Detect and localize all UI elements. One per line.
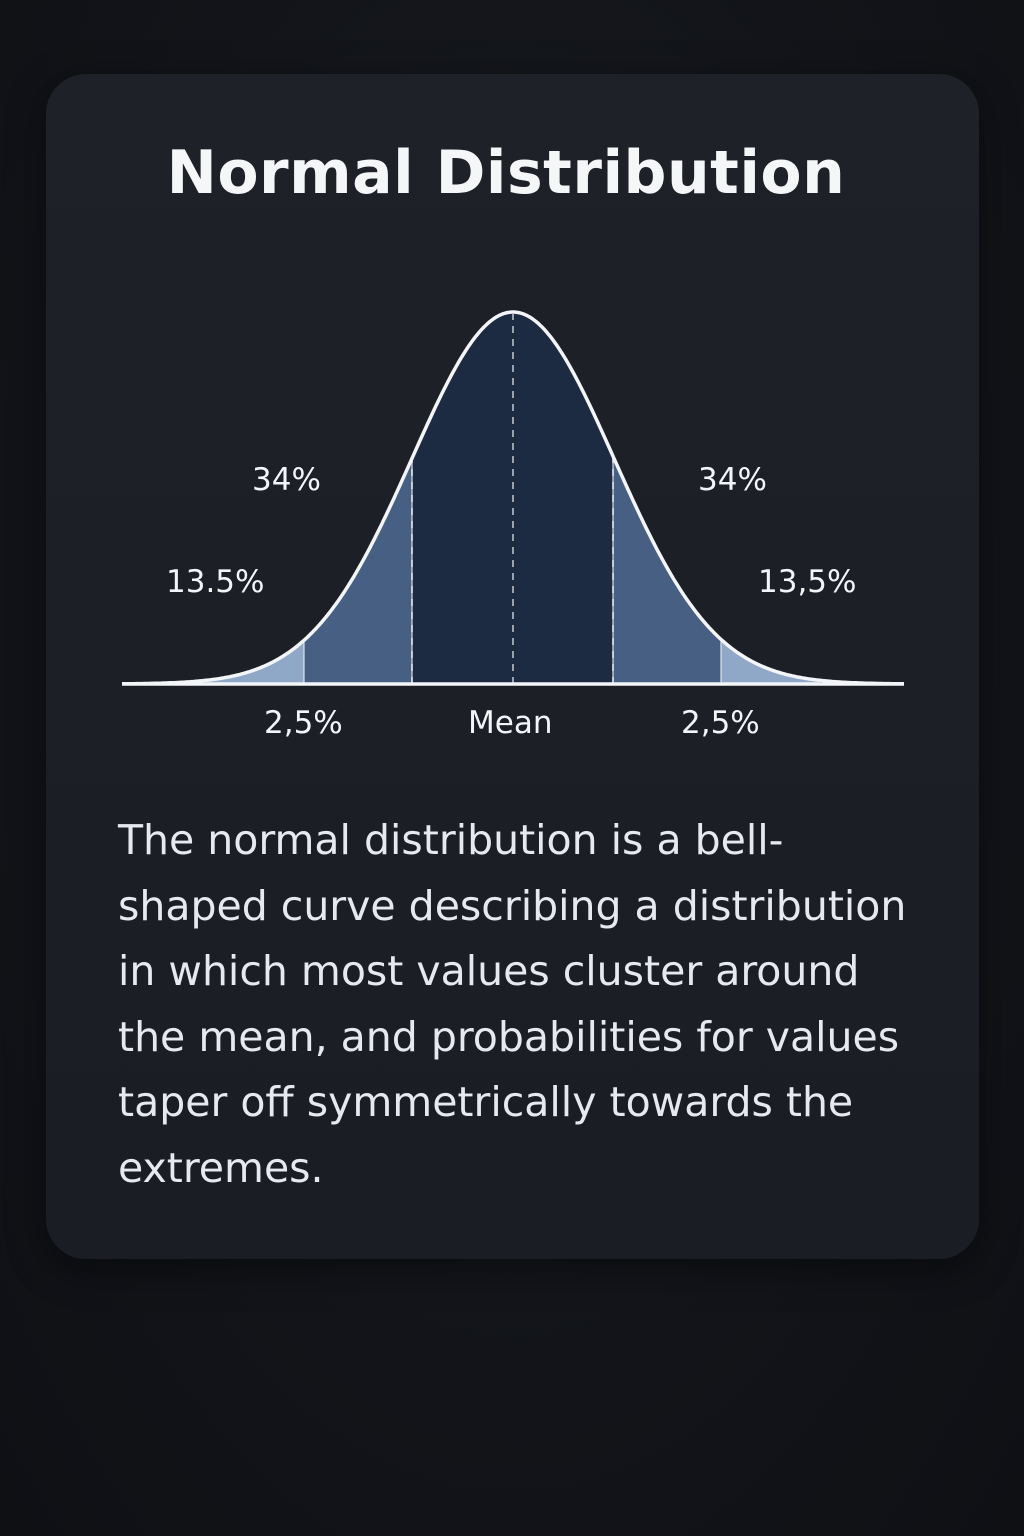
tail-region-right xyxy=(819,312,904,684)
label-13-5-right: 13,5% xyxy=(758,564,857,600)
bell-curve-outline xyxy=(122,310,904,686)
label-34-right: 34% xyxy=(698,462,767,498)
label-2-5-right: 2,5% xyxy=(681,705,760,741)
label-13-5-left: 13.5% xyxy=(166,564,265,600)
description-text: The normal distribution is a bell-shaped… xyxy=(118,816,907,1192)
label-2-5-left: 2,5% xyxy=(264,705,343,741)
label-mean: Mean xyxy=(468,705,553,741)
tail-region-left xyxy=(122,312,206,684)
page-title: Normal Distribution xyxy=(166,138,846,208)
label-34-left: 34% xyxy=(252,462,321,498)
bell-curve-diagram xyxy=(122,310,904,686)
